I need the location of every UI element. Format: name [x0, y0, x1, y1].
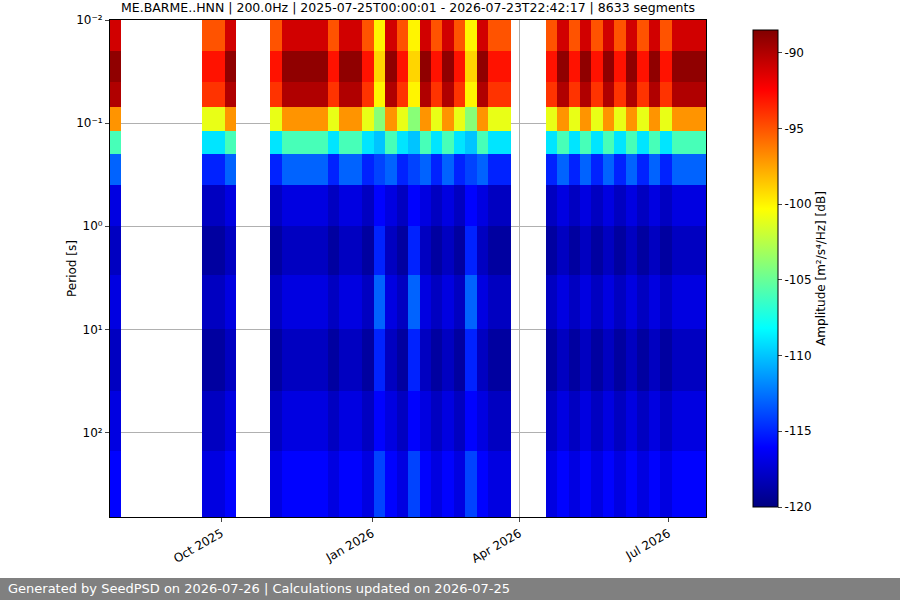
svg-text:ME.BARME..HNN | 200.0Hz | 2025: ME.BARME..HNN | 200.0Hz | 2025-07-25T00:… — [121, 0, 695, 15]
svg-text:10⁰: 10⁰ — [83, 219, 103, 233]
svg-text:-115: -115 — [784, 424, 811, 438]
html-text:Generated by SeedPSD on 2026-0: Generated by SeedPSD on 2026-07-26 | Cal… — [8, 581, 510, 596]
svg-text:-110: -110 — [784, 349, 811, 363]
svg-text:10²: 10² — [83, 426, 103, 440]
svg-text:Apr 2026: Apr 2026 — [469, 526, 524, 566]
svg-text:-100: -100 — [784, 197, 811, 211]
svg-text:-95: -95 — [784, 122, 804, 136]
svg-text:Oct 2025: Oct 2025 — [171, 526, 226, 566]
svg-text:Amplitude [m²/s⁴/Hz] [dB]: Amplitude [m²/s⁴/Hz] [dB] — [814, 191, 828, 346]
svg-text:-120: -120 — [784, 500, 811, 514]
svg-text:-105: -105 — [784, 273, 811, 287]
svg-text:10⁻²: 10⁻² — [76, 13, 103, 27]
svg-text:10⁻¹: 10⁻¹ — [76, 116, 103, 130]
svg-text:-90: -90 — [784, 46, 804, 60]
svg-text:Period [s]: Period [s] — [65, 240, 79, 297]
svg-text:Jul 2026: Jul 2026 — [623, 526, 673, 563]
svg-text:Jan 2026: Jan 2026 — [323, 526, 377, 565]
svg-text:10¹: 10¹ — [83, 323, 103, 337]
